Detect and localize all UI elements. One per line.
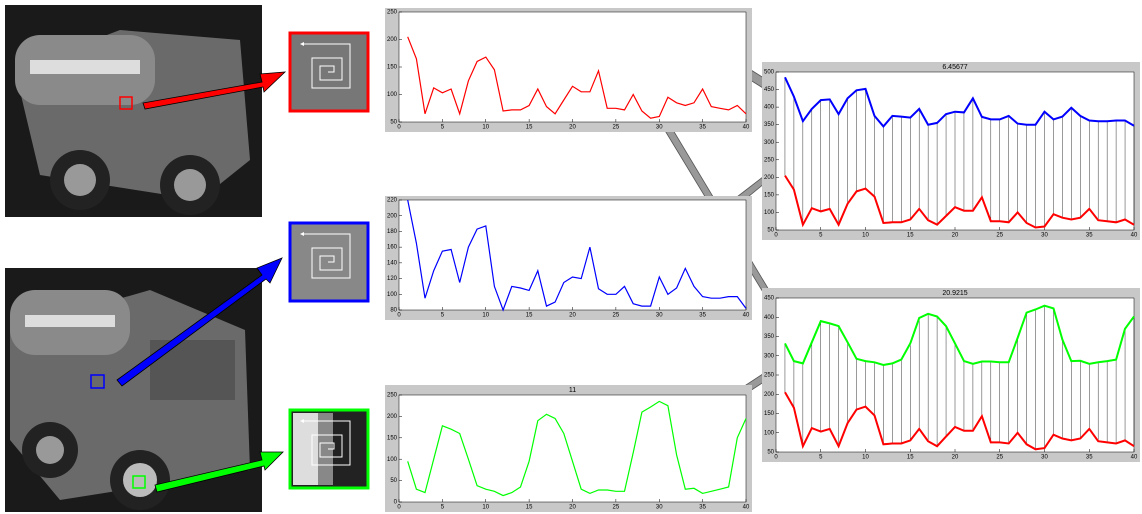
plot-area <box>399 200 746 310</box>
x-tick-label: 25 <box>613 505 620 511</box>
y-tick-label: 250 <box>764 373 775 379</box>
x-tick-label: 15 <box>907 233 914 239</box>
x-tick-label: 40 <box>743 313 750 319</box>
y-tick-label: 200 <box>764 175 775 181</box>
plot-area <box>399 395 746 502</box>
y-tick-label: 350 <box>764 334 775 340</box>
x-tick-label: 15 <box>526 125 533 131</box>
x-tick-label: 20 <box>952 233 959 239</box>
y-tick-label: 300 <box>764 353 775 359</box>
y-tick-label: 100 <box>387 292 398 298</box>
y-tick-label: 200 <box>387 414 398 420</box>
y-tick-label: 450 <box>764 296 775 302</box>
x-tick-label: 10 <box>482 313 489 319</box>
y-tick-label: 150 <box>764 411 775 417</box>
chart-title: 20.9215 <box>942 290 967 297</box>
x-tick-label: 35 <box>1086 233 1093 239</box>
chart-title: 11 <box>569 387 576 394</box>
patch-blue <box>290 223 368 301</box>
x-tick-label: 35 <box>699 505 706 511</box>
y-tick-label: 250 <box>387 393 398 399</box>
y-tick-label: 100 <box>764 210 775 216</box>
y-tick-label: 50 <box>390 478 397 484</box>
y-tick-label: 150 <box>764 192 775 198</box>
y-tick-label: 150 <box>387 435 398 441</box>
y-tick-label: 250 <box>764 157 775 163</box>
x-tick-label: 20 <box>569 505 576 511</box>
figure: 5010015020025005101520253035408010012014… <box>0 0 1142 514</box>
y-tick-label: 100 <box>764 430 775 436</box>
x-tick-label: 25 <box>613 313 620 319</box>
y-tick-label: 100 <box>387 92 398 98</box>
x-tick-label: 35 <box>1086 455 1093 461</box>
y-tick-label: 200 <box>764 392 775 398</box>
x-tick-label: 15 <box>526 505 533 511</box>
y-tick-label: 220 <box>387 198 398 204</box>
x-tick-label: 25 <box>996 455 1003 461</box>
x-tick-label: 40 <box>743 125 750 131</box>
y-tick-label: 400 <box>764 315 775 321</box>
x-tick-label: 40 <box>1131 233 1138 239</box>
y-tick-label: 140 <box>387 260 398 266</box>
chart-title: 6.45677 <box>942 64 967 71</box>
x-tick-label: 30 <box>656 505 663 511</box>
x-tick-label: 10 <box>862 233 869 239</box>
x-tick-label: 20 <box>569 125 576 131</box>
plot-area <box>399 12 746 122</box>
y-tick-label: 100 <box>387 457 398 463</box>
x-tick-label: 25 <box>996 233 1003 239</box>
photo-top <box>5 5 262 217</box>
y-tick-label: 180 <box>387 229 398 235</box>
x-tick-label: 30 <box>1041 233 1048 239</box>
y-tick-label: 400 <box>764 105 775 111</box>
y-tick-label: 200 <box>387 213 398 219</box>
x-tick-label: 30 <box>656 313 663 319</box>
x-tick-label: 15 <box>907 455 914 461</box>
x-tick-label: 35 <box>699 313 706 319</box>
y-tick-label: 450 <box>764 87 775 93</box>
x-tick-label: 20 <box>569 313 576 319</box>
y-tick-label: 500 <box>764 70 775 76</box>
patch-red <box>290 33 368 111</box>
x-tick-label: 10 <box>862 455 869 461</box>
y-tick-label: 350 <box>764 122 775 128</box>
x-tick-label: 40 <box>743 505 750 511</box>
x-tick-label: 40 <box>1131 455 1138 461</box>
x-tick-label: 10 <box>482 125 489 131</box>
y-tick-label: 200 <box>387 37 398 43</box>
y-tick-label: 160 <box>387 245 398 251</box>
x-tick-label: 10 <box>482 505 489 511</box>
patch-green <box>290 410 368 488</box>
y-tick-label: 300 <box>764 140 775 146</box>
x-tick-label: 25 <box>613 125 620 131</box>
x-tick-label: 30 <box>656 125 663 131</box>
x-tick-label: 30 <box>1041 455 1048 461</box>
y-tick-label: 120 <box>387 276 398 282</box>
y-tick-label: 250 <box>387 10 398 16</box>
x-tick-label: 20 <box>952 455 959 461</box>
x-tick-label: 15 <box>526 313 533 319</box>
y-tick-label: 150 <box>387 65 398 71</box>
x-tick-label: 35 <box>699 125 706 131</box>
